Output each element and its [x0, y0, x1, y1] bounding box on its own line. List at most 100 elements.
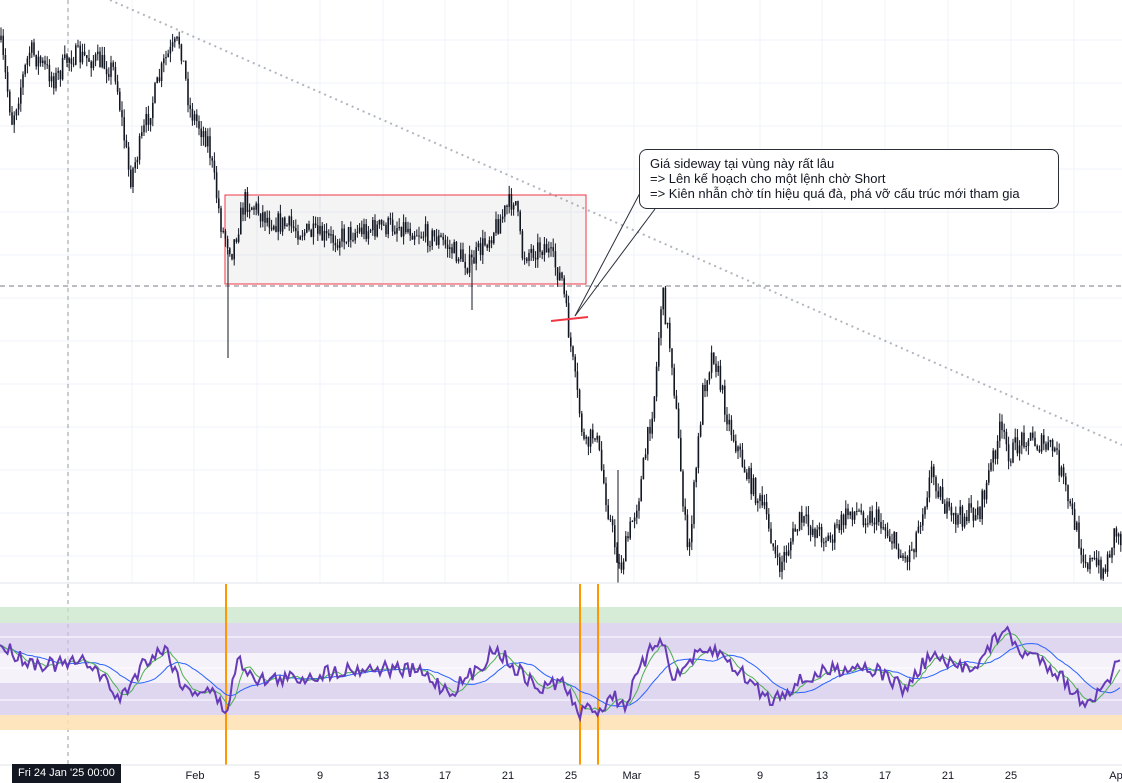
candle-body	[1093, 557, 1096, 559]
candle-body	[77, 45, 79, 47]
candle-body	[820, 527, 823, 543]
candle-body	[1078, 522, 1080, 548]
candle-body	[281, 217, 284, 232]
x-tick-label: 21	[942, 770, 954, 782]
candle-body	[442, 236, 444, 240]
sideway-range-box[interactable]	[224, 194, 587, 285]
candle-body	[61, 58, 64, 80]
candle-body	[537, 242, 539, 260]
candle-body	[840, 514, 843, 531]
candle-body	[878, 509, 880, 522]
candle-body	[286, 225, 288, 227]
candle-body	[638, 501, 640, 511]
candle-body	[72, 63, 75, 65]
candle-body	[691, 524, 693, 543]
candle-body	[501, 216, 504, 219]
candle-body	[413, 235, 416, 240]
candle-body	[561, 272, 563, 279]
descending-trendline[interactable]	[109, 0, 1122, 446]
candle-body	[521, 231, 524, 259]
candle-body	[891, 541, 893, 544]
overbought-band	[0, 607, 1122, 623]
candle-body	[864, 523, 867, 526]
candle-body	[207, 136, 209, 147]
candle-body	[270, 227, 273, 230]
x-tick-label: 25	[1005, 770, 1017, 782]
candle-body	[603, 469, 605, 484]
candle-body	[75, 45, 77, 65]
candle-body	[310, 229, 312, 237]
candle-body	[127, 147, 130, 170]
candle-body	[831, 539, 834, 543]
candle-body	[1071, 503, 1074, 510]
candle-body	[383, 224, 385, 226]
candle-body	[171, 42, 174, 47]
candle-body	[264, 212, 266, 223]
candle-body	[682, 471, 684, 507]
oversold-band	[0, 715, 1122, 730]
annotation-callout[interactable]: Giá sideway tại vùng này rất lâu => Lên …	[639, 149, 1059, 209]
candle-body	[464, 261, 466, 269]
candle-body	[761, 495, 763, 506]
candle-body	[961, 506, 964, 527]
time-axis[interactable]: Feb 5 9 13 17 21 25 Mar 5 9 13 17 21 25 Ap	[186, 770, 1122, 782]
candle-body	[1113, 528, 1115, 548]
candle-body	[339, 241, 341, 248]
candle-body	[24, 65, 26, 75]
candle-body	[946, 501, 948, 514]
breakout-marker[interactable]	[550, 316, 589, 322]
candle-body	[528, 253, 530, 261]
candle-body	[297, 231, 299, 240]
candle-body	[860, 510, 862, 513]
candle-body	[4, 55, 7, 73]
candle-body	[81, 51, 84, 63]
candle-body	[433, 230, 436, 237]
annotation-line: => Kiên nhẫn chờ tín hiệu quá đà, phá vỡ…	[650, 186, 1020, 201]
x-tick-label: 25	[565, 770, 577, 782]
candle-body	[774, 546, 777, 554]
candle-body	[785, 552, 788, 556]
candle-body	[574, 356, 576, 372]
candle-body	[295, 228, 297, 232]
candle-body	[1106, 554, 1109, 572]
candle-body	[937, 491, 939, 498]
candle-body	[862, 512, 865, 526]
x-tick-label: 5	[254, 770, 260, 782]
candle-body	[693, 482, 695, 524]
candle-body	[809, 526, 812, 535]
candle-body	[847, 508, 849, 516]
candle-body	[424, 224, 427, 237]
candle-body	[706, 380, 708, 392]
candle-body	[867, 523, 869, 525]
candle-body	[671, 348, 673, 368]
candle-body	[17, 103, 20, 110]
candle-body	[640, 479, 642, 502]
candle-body	[996, 440, 999, 459]
oscillator-main-line	[0, 625, 1121, 723]
candle-body	[332, 234, 334, 243]
candle-body	[796, 529, 799, 532]
candle-body	[952, 512, 955, 516]
candle-body	[1054, 448, 1056, 452]
candle-body	[1032, 432, 1034, 438]
candle-body	[246, 192, 249, 212]
candle-body	[955, 512, 957, 525]
candle-body	[165, 57, 167, 59]
candle-body	[343, 228, 345, 243]
candle-body	[262, 212, 264, 222]
candle-body	[629, 521, 631, 539]
candle-body	[570, 337, 572, 347]
candle-body	[510, 194, 513, 210]
candle-body	[763, 502, 766, 506]
candle-body	[374, 220, 376, 237]
candle-body	[904, 556, 906, 559]
candle-body	[358, 227, 361, 232]
x-tick-label: 5	[694, 770, 700, 782]
candle-body	[770, 528, 772, 544]
candle-body	[68, 58, 70, 63]
candle-body	[1087, 563, 1089, 570]
candle-body	[1012, 442, 1014, 463]
candle-body	[15, 109, 18, 116]
